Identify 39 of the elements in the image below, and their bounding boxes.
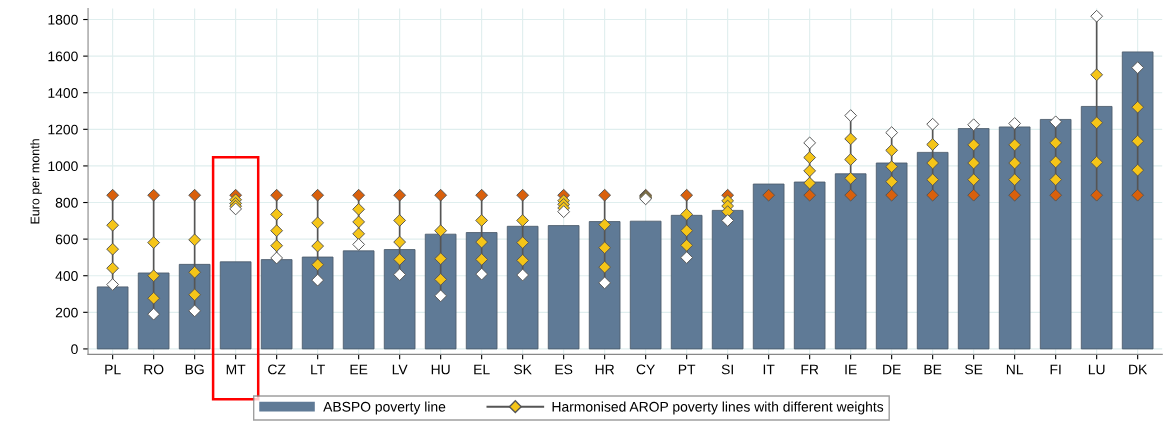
x-tick-label: IE — [845, 364, 857, 375]
x-tick-label: SE — [965, 364, 983, 375]
x-tick-label: CY — [636, 364, 655, 375]
x-tick-label: SI — [721, 364, 733, 375]
legend-label: ABSPO poverty line — [323, 401, 446, 415]
x-tick-label: DK — [1129, 364, 1148, 375]
x-tick-label: LU — [1088, 364, 1105, 375]
y-tick-label: 1200 — [48, 124, 78, 135]
x-tick-label: HR — [595, 364, 615, 375]
y-tick-label: 1000 — [48, 161, 78, 172]
x-tick-label: IT — [763, 364, 775, 375]
legend-label: Harmonised AROP poverty lines with different weights — [552, 401, 884, 415]
x-tick-label: PT — [678, 364, 696, 375]
x-tick-label: SK — [514, 364, 532, 375]
x-tick-label: HU — [431, 364, 450, 375]
y-tick-label: 1400 — [48, 88, 78, 98]
x-tick-label: CZ — [268, 364, 286, 375]
y-tick-label: 400 — [55, 271, 78, 281]
x-tick-label: EE — [350, 364, 368, 375]
y-tick-label: 1800 — [48, 14, 78, 25]
x-tick-label: PL — [105, 364, 121, 375]
x-tick-label: RO — [144, 364, 164, 375]
x-tick-label: FI — [1050, 364, 1061, 375]
y-tick-label: 600 — [55, 234, 78, 245]
x-tick-label: EL — [474, 364, 490, 375]
y-tick-label: 0 — [71, 344, 78, 355]
x-tick-label: ES — [555, 364, 573, 375]
y-tick-label: 200 — [55, 307, 78, 318]
x-tick-label: BG — [185, 364, 204, 375]
x-tick-label: FR — [801, 364, 819, 375]
x-tick-label: LT — [311, 364, 325, 375]
x-tick-label: BE — [924, 364, 942, 375]
x-tick-label: NL — [1006, 364, 1024, 375]
y-tick-label: 800 — [55, 197, 78, 208]
x-tick-label: MT — [226, 364, 246, 375]
x-tick-label: DE — [883, 364, 901, 375]
y-tick-label: 1600 — [48, 51, 78, 62]
y-axis-title: Euro per month — [30, 139, 42, 224]
x-tick-label: LV — [392, 364, 408, 375]
